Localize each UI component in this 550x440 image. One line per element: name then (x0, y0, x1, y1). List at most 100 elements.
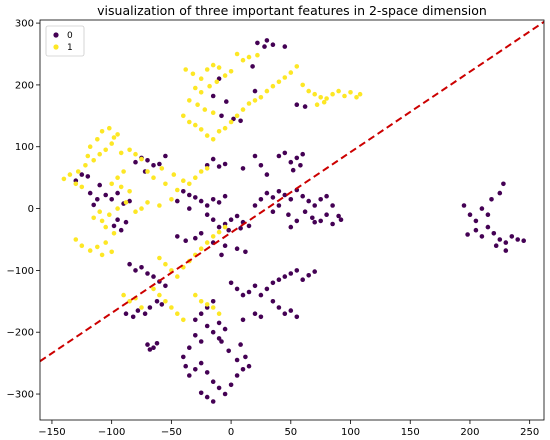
scatter-point-class-1 (255, 52, 260, 58)
scatter-point-class-0 (258, 314, 264, 320)
scatter-point-class-0 (465, 232, 470, 237)
scatter-point-class-0 (193, 367, 198, 372)
scatter-point-class-1 (109, 181, 114, 187)
scatter-point-class-1 (181, 113, 186, 119)
scatter-point-class-0 (187, 345, 192, 351)
scatter-point-class-0 (157, 161, 162, 167)
scatter-point-class-0 (276, 305, 282, 310)
scatter-point-class-0 (312, 219, 318, 225)
scatter-point-class-1 (357, 91, 363, 97)
scatter-point-class-1 (276, 79, 282, 85)
scatter-point-class-0 (187, 192, 192, 198)
x-tick-label: 150 (401, 427, 420, 438)
scatter-point-class-0 (198, 231, 204, 236)
scatter-point-class-1 (222, 125, 228, 131)
scatter-point-class-0 (288, 197, 294, 202)
scatter-point-class-0 (183, 238, 188, 243)
scatter-point-class-0 (222, 326, 228, 332)
scatter-point-class-0 (497, 237, 503, 242)
scatter-point-class-0 (234, 286, 240, 292)
scatter-point-class-1 (127, 147, 132, 153)
scatter-point-class-0 (163, 153, 168, 159)
scatter-point-class-0 (240, 166, 246, 171)
scatter-point-class-0 (234, 357, 240, 363)
scatter-point-class-0 (193, 235, 198, 241)
scatter-point-class-0 (115, 190, 120, 196)
scatter-point-class-1 (127, 189, 132, 194)
scatter-point-class-1 (181, 317, 186, 323)
scatter-point-class-0 (181, 189, 186, 194)
scatter-point-class-1 (87, 144, 93, 149)
scatter-point-class-0 (336, 213, 341, 219)
scatter-point-class-0 (282, 44, 288, 49)
scatter-point-class-0 (491, 231, 497, 236)
scatter-point-class-1 (187, 119, 192, 125)
scatter-point-class-1 (157, 255, 162, 261)
scatter-point-class-1 (354, 95, 359, 100)
scatter-point-class-0 (497, 190, 503, 196)
scatter-point-class-0 (252, 153, 258, 159)
scatter-point-class-1 (258, 95, 264, 100)
scatter-point-class-0 (210, 156, 216, 162)
scatter-point-class-0 (91, 202, 96, 208)
scatter-point-class-0 (252, 88, 258, 94)
scatter-point-class-0 (282, 192, 288, 198)
scatter-point-class-0 (222, 391, 228, 397)
scatter-point-class-1 (107, 212, 112, 217)
scatter-point-class-0 (276, 189, 282, 194)
scatter-point-class-0 (216, 224, 222, 230)
scatter-point-class-0 (276, 153, 282, 159)
scatter-point-class-1 (79, 243, 85, 248)
x-tick-label: 250 (520, 427, 539, 438)
scatter-point-class-1 (111, 231, 117, 236)
scatter-point-class-1 (330, 91, 335, 97)
scatter-point-class-1 (216, 129, 222, 134)
scatter-point-class-1 (216, 229, 222, 235)
scatter-point-class-1 (198, 76, 204, 81)
scatter-point-class-0 (521, 238, 526, 243)
scatter-point-class-0 (95, 197, 100, 202)
scatter-point-class-0 (270, 42, 276, 47)
scatter-point-class-1 (118, 150, 124, 156)
y-tick-label: 100 (15, 142, 34, 153)
scatter-point-class-1 (187, 98, 192, 103)
scatter-point-class-0 (210, 329, 216, 335)
scatter-point-class-1 (109, 141, 114, 146)
scatter-point-class-0 (509, 234, 515, 239)
scatter-point-class-0 (139, 265, 144, 270)
scatter-point-class-0 (187, 373, 192, 378)
scatter-point-class-0 (312, 203, 318, 208)
scatter-point-class-0 (294, 268, 300, 273)
scatter-point-class-0 (198, 198, 204, 204)
scatter-point-class-0 (324, 212, 329, 217)
x-tick-label: 50 (284, 427, 297, 438)
scatter-point-class-0 (246, 223, 252, 229)
y-tick-label: −100 (7, 266, 34, 277)
scatter-point-class-0 (154, 341, 160, 346)
scatter-point-class-1 (193, 292, 198, 298)
scatter-point-class-1 (123, 200, 129, 205)
scatter-point-class-0 (294, 218, 300, 224)
scatter-point-class-0 (318, 218, 324, 224)
scatter-point-class-0 (310, 215, 315, 221)
scatter-point-class-0 (479, 206, 485, 211)
scatter-point-class-1 (288, 70, 294, 75)
scatter-point-class-0 (210, 399, 216, 404)
scatter-point-class-1 (169, 305, 174, 310)
scatter-point-class-0 (250, 64, 255, 69)
scatter-point-class-1 (109, 249, 114, 255)
scatter-point-class-0 (103, 192, 108, 198)
scatter-point-class-1 (204, 166, 210, 171)
scatter-point-class-1 (95, 244, 100, 250)
scatter-point-class-0 (234, 213, 240, 219)
scatter-point-class-0 (204, 323, 210, 329)
scatter-point-class-0 (198, 339, 204, 344)
scatter-point-class-0 (127, 261, 132, 267)
scatter-point-class-0 (330, 203, 335, 208)
x-tick-label: −150 (38, 427, 65, 438)
scatter-point-class-0 (515, 237, 520, 242)
legend-label-1: 1 (67, 43, 73, 53)
scatter-point-class-1 (75, 169, 81, 174)
scatter-point-class-0 (204, 203, 210, 208)
scatter-point-class-1 (324, 96, 329, 101)
